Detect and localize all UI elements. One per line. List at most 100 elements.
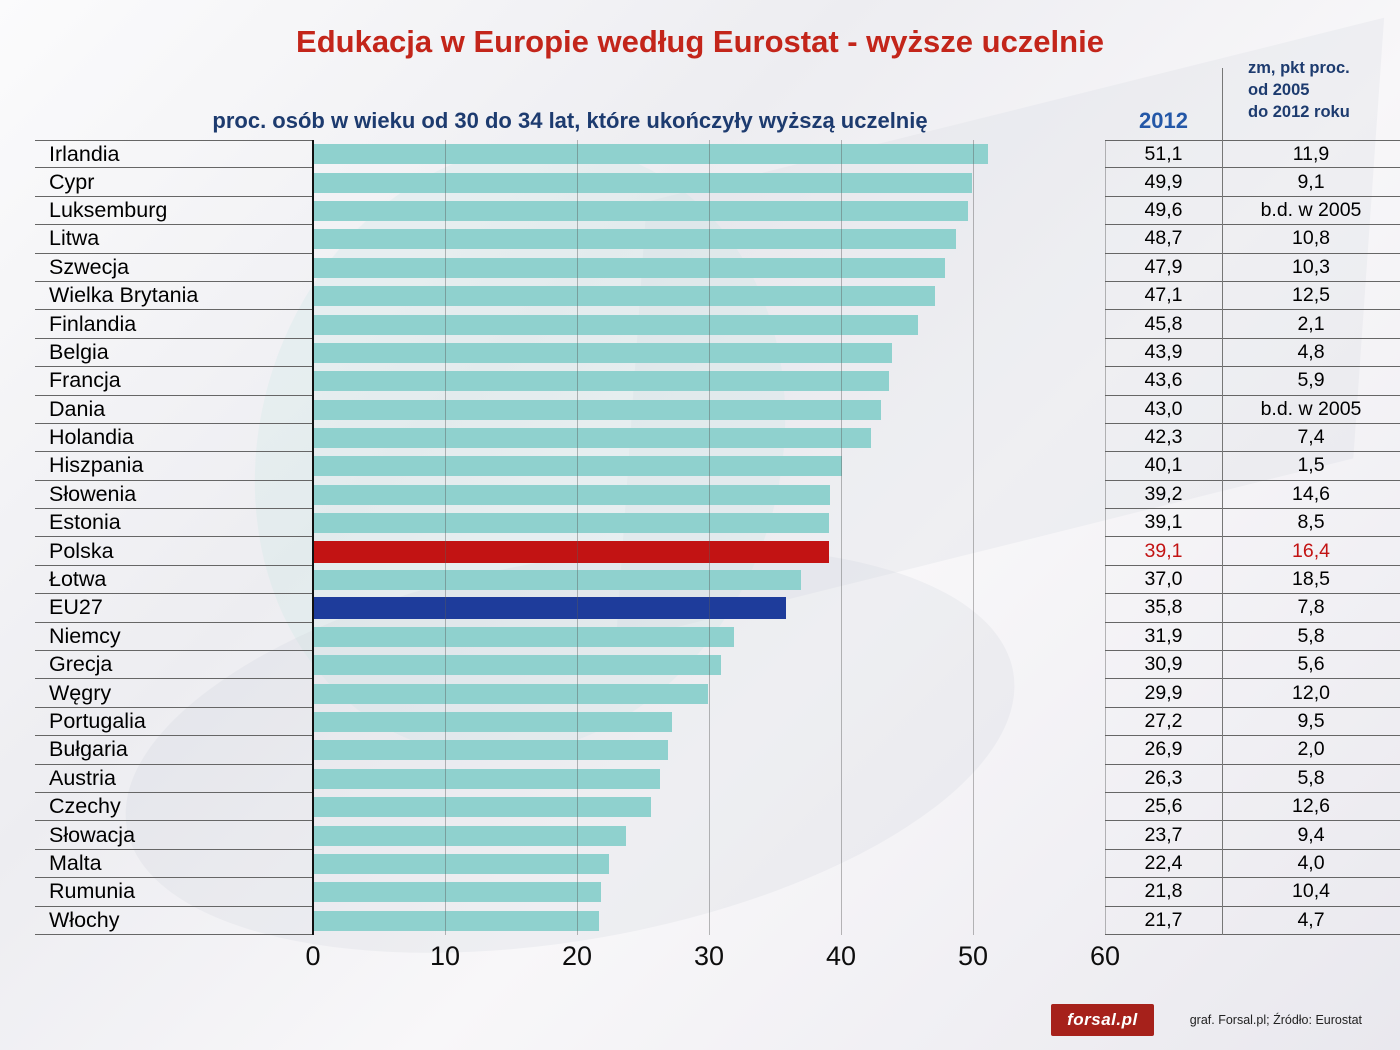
country-label: Rumunia	[35, 878, 313, 907]
country-label: Francja	[35, 367, 313, 396]
value-2012: 40,1	[1105, 452, 1222, 481]
country-bar	[313, 286, 935, 307]
change-since-2005: 5,8	[1222, 765, 1400, 793]
country-bar	[313, 626, 735, 647]
change-since-2005: 7,4	[1222, 424, 1400, 453]
bar-track	[313, 140, 1105, 168]
chart-row: Malta 22,4 4,0	[35, 850, 1400, 879]
change-since-2005: b.d. w 2005	[1222, 197, 1400, 226]
country-label: Austria	[35, 765, 313, 793]
change-since-2005: 4,7	[1222, 907, 1400, 935]
value-2012: 26,9	[1105, 736, 1222, 765]
change-column-header: zm, pkt proc. od 2005 do 2012 roku	[1248, 59, 1350, 121]
value-2012: 35,8	[1105, 594, 1222, 623]
chart-row: Czechy 25,6 12,6	[35, 793, 1400, 822]
change-since-2005: 14,6	[1222, 481, 1400, 510]
value-2012: 39,2	[1105, 481, 1222, 510]
bar-track	[313, 821, 1105, 849]
change-since-2005: 5,8	[1222, 623, 1400, 652]
change-since-2005: 8,5	[1222, 509, 1400, 538]
value-2012: 30,9	[1105, 651, 1222, 680]
country-label: Bułgaria	[35, 736, 313, 765]
country-label: Holandia	[35, 424, 313, 453]
value-2012: 26,3	[1105, 765, 1222, 793]
country-bar	[313, 655, 721, 676]
change-since-2005: 2,0	[1222, 736, 1400, 765]
chart-row: Hiszpania 40,1 1,5	[35, 452, 1400, 481]
chart-row: Włochy 21,7 4,7	[35, 907, 1400, 935]
chart-row: Bułgaria 26,9 2,0	[35, 736, 1400, 765]
x-tick-label: 30	[693, 940, 725, 971]
chart-row: Portugalia 27,2 9,5	[35, 708, 1400, 737]
chart-row: Cypr 49,9 9,1	[35, 168, 1400, 197]
value-2012: 22,4	[1105, 850, 1222, 879]
country-label: Irlandia	[35, 140, 313, 169]
x-tick-label: 0	[305, 940, 321, 971]
chart-row: Litwa 48,7 10,8	[35, 225, 1400, 254]
bar-track	[313, 254, 1105, 282]
bar-track	[313, 793, 1105, 821]
chart-row: Austria 26,3 5,8	[35, 765, 1400, 793]
value-2012: 25,6	[1105, 793, 1222, 822]
country-bar	[313, 513, 830, 534]
gridline	[973, 140, 974, 936]
change-since-2005: 10,3	[1222, 254, 1400, 282]
bar-track	[313, 339, 1105, 367]
change-since-2005: 9,1	[1222, 168, 1400, 197]
bar-track	[313, 765, 1105, 793]
chart-row: Grecja 30,9 5,6	[35, 651, 1400, 680]
value-2012: 43,9	[1105, 339, 1222, 368]
country-bar	[313, 740, 669, 761]
column-divider	[1222, 68, 1223, 936]
bar-track	[313, 310, 1105, 338]
bar-track	[313, 907, 1105, 935]
chart-row: Belgia 43,9 4,8	[35, 339, 1400, 368]
value-2012: 47,9	[1105, 254, 1222, 282]
change-since-2005: 11,9	[1222, 140, 1400, 169]
chart-subtitle: proc. osób w wieku od 30 do 34 lat, któr…	[212, 108, 928, 133]
country-bar	[313, 172, 972, 193]
bar-chart: Irlandia 51,1 11,9 Cypr 49,9 9,1 Luksemb…	[35, 68, 1400, 985]
change-since-2005: 10,8	[1222, 225, 1400, 254]
bar-track	[313, 282, 1105, 310]
country-bar	[313, 399, 881, 420]
year-label: 2012	[1139, 108, 1188, 133]
country-label: Niemcy	[35, 623, 313, 652]
value-2012: 45,8	[1105, 310, 1222, 339]
country-label: Włochy	[35, 907, 313, 935]
chart-row: Irlandia 51,1 11,9	[35, 140, 1400, 169]
chart-footer: forsal.pl graf. Forsal.pl; Źródło: Euros…	[1051, 1004, 1362, 1036]
x-tick-label: 20	[561, 940, 593, 971]
bar-track	[313, 679, 1105, 707]
chart-row: Dania 43,0 b.d. w 2005	[35, 396, 1400, 424]
bar-track	[313, 736, 1105, 764]
chart-row: Rumunia 21,8 10,4	[35, 878, 1400, 907]
bar-track	[313, 509, 1105, 537]
bar-track	[313, 424, 1105, 452]
country-bar	[313, 768, 661, 789]
value-2012: 49,9	[1105, 168, 1222, 197]
x-tick-label: 50	[957, 940, 989, 971]
change-since-2005: 9,4	[1222, 821, 1400, 850]
change-since-2005: 4,0	[1222, 850, 1400, 879]
chart-row: Finlandia 45,8 2,1	[35, 310, 1400, 339]
country-label: Hiszpania	[35, 452, 313, 481]
chart-row: Luksemburg 49,6 b.d. w 2005	[35, 197, 1400, 226]
chart-row: Słowenia 39,2 14,6	[35, 481, 1400, 510]
country-bar	[313, 570, 802, 591]
change-since-2005: 1,5	[1222, 452, 1400, 481]
change-since-2005: 5,6	[1222, 651, 1400, 680]
country-bar	[313, 597, 786, 620]
change-since-2005: 2,1	[1222, 310, 1400, 339]
change-since-2005: 7,8	[1222, 594, 1400, 623]
x-tick-label: 40	[825, 940, 857, 971]
chart-row: Francja 43,6 5,9	[35, 367, 1400, 396]
value-2012: 21,7	[1105, 907, 1222, 935]
country-label: Litwa	[35, 225, 313, 254]
gridline	[1105, 140, 1106, 936]
chart-row: Słowacja 23,7 9,4	[35, 821, 1400, 850]
country-label: Estonia	[35, 509, 313, 538]
country-label: Węgry	[35, 679, 313, 708]
bar-track	[313, 537, 1105, 565]
credit-text: graf. Forsal.pl; Źródło: Eurostat	[1189, 1013, 1362, 1027]
